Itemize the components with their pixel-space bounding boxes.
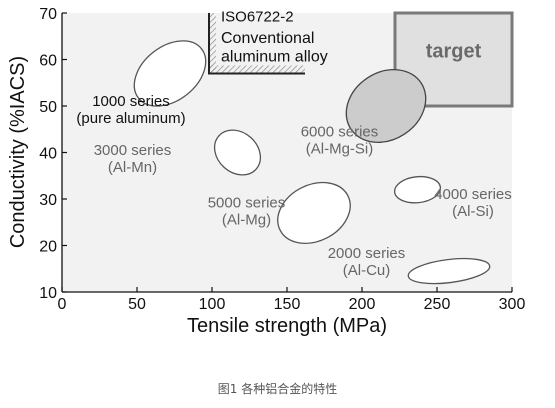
- region-5000-series: [277, 181, 351, 244]
- iso-hatch-vertical: [208, 13, 216, 74]
- region-2000-series: [407, 257, 491, 285]
- region-6000-series: [345, 69, 427, 143]
- y-tick-label-30: 30: [39, 192, 57, 209]
- region-label-6000-series-line-2: (Al-Mg-Si): [306, 141, 374, 158]
- region-1000-series: [133, 40, 207, 107]
- region-label-5000-series-line-2: (Al-Mg): [222, 211, 271, 228]
- iso-hatch-horizontal: [208, 65, 305, 74]
- y-tick-label-60: 60: [39, 53, 57, 70]
- region-label-6000-series-line-1: 6000 series: [301, 124, 379, 141]
- iso-label-line-2: Conventional: [221, 30, 314, 47]
- iso-label-line-1: ISO6722-2: [221, 8, 294, 25]
- x-tick-label-300: 300: [499, 296, 526, 313]
- y-tick-label-70: 70: [39, 6, 57, 23]
- target-label: target: [426, 41, 482, 63]
- iso-boundary: [208, 13, 305, 75]
- region-label-3000-series-line-1: 3000 series: [94, 142, 172, 159]
- x-tick-label-100: 100: [199, 296, 226, 313]
- x-tick-label-200: 200: [349, 296, 376, 313]
- region-label-4000-series-line-1: 4000 series: [434, 186, 512, 203]
- x-tick-label-250: 250: [424, 296, 451, 313]
- region-label-2000-series-line-2: (Al-Cu): [343, 262, 391, 279]
- y-tick-label-20: 20: [39, 239, 57, 256]
- region-label-2000-series-line-1: 2000 series: [328, 245, 406, 262]
- x-tick-label-50: 50: [128, 296, 146, 313]
- y-tick-label-40: 40: [39, 146, 57, 163]
- region-label-1000-series-line-1: 1000 series: [92, 93, 170, 110]
- x-tick-label-150: 150: [274, 296, 301, 313]
- region-label-4000-series-line-2: (Al-Si): [452, 203, 494, 220]
- region-label-5000-series-line-1: 5000 series: [208, 194, 286, 211]
- iso-label-line-3: aluminum alloy: [221, 48, 328, 65]
- region-label-1000-series-line-2: (pure aluminum): [76, 110, 185, 127]
- y-axis-label: Conductivity (%IACS): [7, 56, 29, 248]
- y-tick-label-10: 10: [39, 285, 57, 302]
- figure-caption: 图1 各种铝合金的特性: [217, 382, 338, 396]
- x-axis-label: Tensile strength (MPa): [187, 315, 387, 337]
- x-tick-label-0: 0: [58, 296, 67, 313]
- region-label-3000-series-line-2: (Al-Mn): [108, 159, 157, 176]
- y-tick-label-50: 50: [39, 99, 57, 116]
- region-4000-series: [393, 175, 442, 204]
- region-3000-series: [213, 129, 262, 176]
